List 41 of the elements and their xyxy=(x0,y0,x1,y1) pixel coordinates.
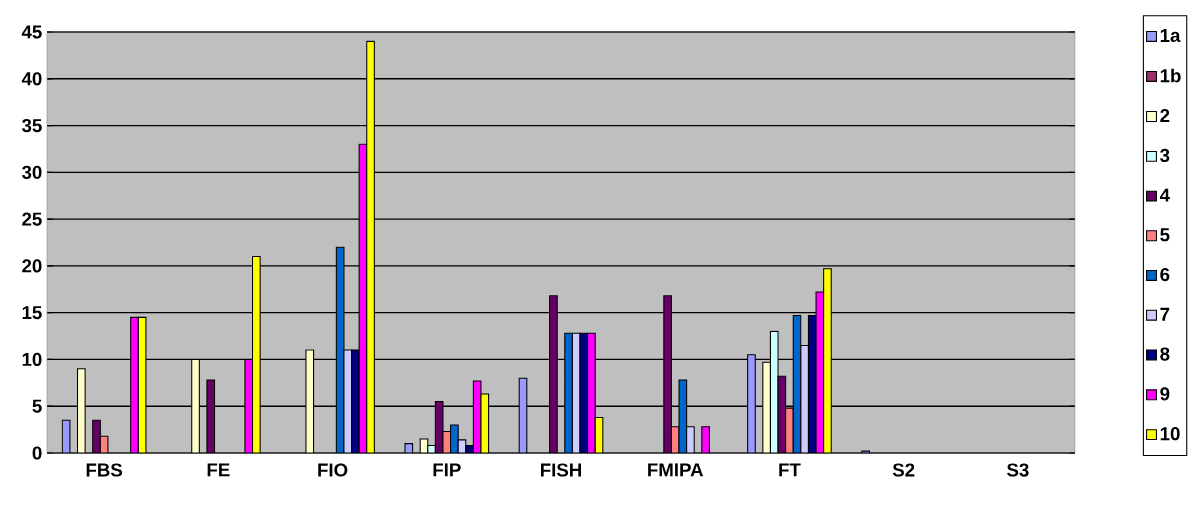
bar xyxy=(366,40,375,453)
y-tick-label: 35 xyxy=(21,118,42,133)
bar xyxy=(663,295,672,453)
y-tick-label: 0 xyxy=(32,446,42,460)
y-tick-label: 30 xyxy=(21,165,42,179)
legend-label: 7 xyxy=(1160,307,1170,321)
y-tick-label: 15 xyxy=(22,306,42,320)
legend-label: 2 xyxy=(1160,108,1170,123)
x-tick-label: FIP xyxy=(433,463,461,477)
bar xyxy=(549,295,558,453)
x-tick-label: S2 xyxy=(892,463,915,477)
legend-label: 5 xyxy=(1160,228,1170,242)
y-tick-label: 5 xyxy=(32,399,42,413)
legend-label: 1a xyxy=(1160,29,1181,43)
x-tick-label: FT xyxy=(779,463,801,477)
x-tick-label: FISH xyxy=(540,463,582,477)
legend-label: 6 xyxy=(1160,267,1170,282)
legend-label: 8 xyxy=(1160,347,1170,361)
bar xyxy=(564,332,573,453)
legend-label: 10 xyxy=(1160,427,1180,441)
legend-label: 4 xyxy=(1159,188,1170,202)
bar xyxy=(191,358,200,453)
legend-label: 9 xyxy=(1160,387,1170,401)
y-tick-label: 10 xyxy=(22,352,42,367)
bar xyxy=(762,361,771,453)
y-tick-label: 40 xyxy=(21,72,42,86)
x-tick-label: FE xyxy=(207,463,230,477)
y-tick-label: 25 xyxy=(22,212,42,226)
legend-label: 1b xyxy=(1160,68,1181,83)
y-tick-label: 20 xyxy=(22,259,42,273)
bar xyxy=(351,349,360,453)
x-tick-label: FIO xyxy=(318,463,348,477)
bar xyxy=(823,268,832,453)
x-tick-label: FBS xyxy=(86,463,123,477)
bar xyxy=(800,344,809,453)
legend-label: 3 xyxy=(1160,148,1170,163)
y-tick-label: 45 xyxy=(21,25,42,39)
x-tick-label: S3 xyxy=(1007,463,1029,477)
x-tick-label: FMIPA xyxy=(648,463,704,477)
bar xyxy=(701,426,710,453)
bar xyxy=(747,354,756,453)
